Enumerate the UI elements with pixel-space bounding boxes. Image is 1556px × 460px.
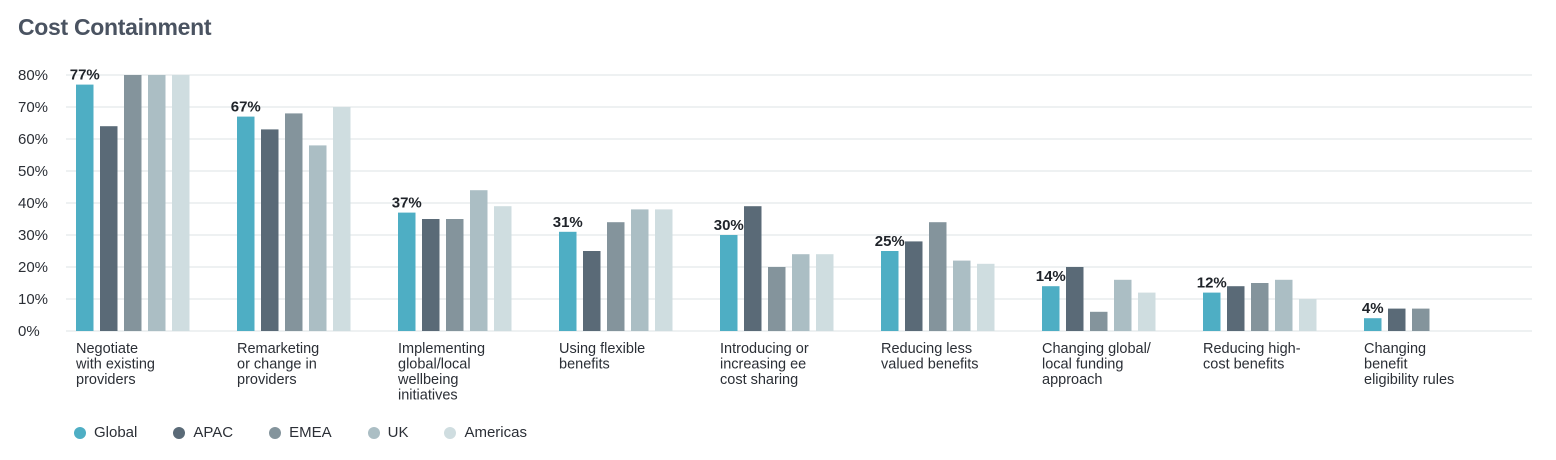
x-tick-label: Implementing global/local wellbeing initiat… [397, 341, 485, 404]
bar [929, 222, 947, 331]
legend-swatch [74, 426, 86, 439]
y-tick-label: 60% [18, 131, 48, 148]
bar [1299, 299, 1317, 331]
legend-label: Global [94, 424, 138, 441]
legend-item: UK [367, 424, 409, 441]
bar [309, 145, 327, 331]
y-tick-label: 20% [18, 259, 48, 276]
bar [333, 107, 351, 331]
bar [720, 235, 738, 331]
data-label: 14% [1036, 268, 1066, 285]
bar [148, 75, 166, 331]
bar [1203, 292, 1221, 331]
data-label: 77% [70, 67, 100, 84]
bar [237, 116, 255, 331]
bar [977, 263, 995, 331]
bar [398, 212, 416, 331]
data-label: 31% [553, 214, 583, 231]
bar [792, 254, 810, 331]
bar [1251, 283, 1269, 331]
y-tick-label: 10% [18, 291, 48, 308]
legend-item: Global [74, 424, 137, 441]
legend-label: Americas [464, 424, 527, 441]
bar [124, 75, 142, 331]
legend-item: Americas [444, 424, 527, 441]
x-tick-label: Remarketing or change in providers [237, 341, 319, 388]
legend-label: EMEA [289, 424, 332, 441]
y-tick-label: 40% [18, 195, 48, 212]
data-label: 4% [1362, 300, 1384, 317]
bar [1227, 286, 1245, 331]
x-tick-label: Using flexible benefits [559, 341, 645, 373]
bar [470, 190, 488, 331]
bar [1388, 308, 1406, 331]
bar [1364, 318, 1382, 331]
legend-label: UK [387, 424, 409, 441]
data-label: 67% [231, 99, 261, 116]
legend-swatch [444, 426, 457, 439]
bar [285, 113, 303, 332]
bar [953, 260, 971, 331]
bar [607, 222, 625, 331]
bar [1066, 267, 1084, 331]
y-tick-label: 0% [18, 323, 40, 340]
bar [655, 209, 673, 331]
x-tick-label: Reducing high-cost benefits [1203, 341, 1301, 373]
bar [446, 219, 464, 331]
chart-title: Cost Containment [18, 14, 212, 40]
x-tick-label: Changing global/local funding approach [1042, 341, 1152, 388]
legend-swatch [173, 426, 186, 439]
legend-item: APAC [173, 424, 233, 441]
y-tick-label: 50% [18, 163, 48, 180]
chart-legend: Global APAC EMEA UK Americas [74, 424, 563, 441]
data-label: 25% [875, 233, 905, 250]
y-tick-label: 70% [18, 99, 48, 116]
bar [744, 206, 762, 331]
data-label: 30% [714, 217, 744, 234]
data-label: 37% [392, 195, 422, 212]
bar [768, 267, 786, 331]
bar [881, 251, 899, 331]
bar [1412, 308, 1430, 331]
bar [1138, 292, 1156, 331]
bar [494, 206, 512, 331]
legend-label: APAC [193, 424, 234, 441]
bar [1042, 286, 1060, 331]
bar [583, 251, 601, 331]
bar [816, 254, 834, 331]
bar [76, 84, 94, 331]
bar [1275, 279, 1293, 331]
x-tick-label: Changing benefit eligibility rules [1364, 341, 1454, 388]
x-tick-label: Introducing or increasing ee cost sharing [720, 341, 809, 388]
y-tick-label: 80% [18, 67, 48, 84]
x-tick-label: Negotiate with existing providers [75, 341, 155, 388]
bar [631, 209, 649, 331]
bar [261, 129, 279, 331]
legend-swatch [367, 426, 380, 439]
x-tick-label: Reducing less valued benefits [881, 341, 979, 373]
legend-item: EMEA [269, 424, 332, 441]
data-label: 12% [1197, 275, 1227, 292]
bar [1090, 311, 1108, 331]
bar [422, 219, 440, 331]
bar [905, 241, 923, 331]
bar [1114, 279, 1132, 331]
bar [172, 75, 190, 331]
y-tick-label: 30% [18, 227, 48, 244]
bar [100, 126, 118, 331]
legend-swatch [269, 426, 282, 439]
bar [559, 231, 577, 331]
